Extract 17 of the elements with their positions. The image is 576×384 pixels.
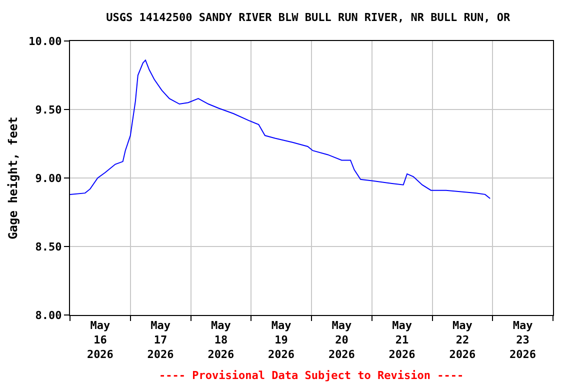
y-tick-label: 9.00 [35,172,62,185]
x-tick-label: May 18 2026 [208,319,235,361]
x-tick-label: May 17 2026 [147,319,174,361]
x-tick-label: May 23 2026 [510,319,536,361]
x-tick-label: May 20 2026 [328,319,356,361]
x-tick-label: May 19 2026 [268,319,295,361]
x-tick-label: May 16 2026 [86,319,114,361]
y-axis-title: Gage height, feet [6,116,20,240]
x-tick-label: May 22 2026 [449,319,476,361]
y-tick-label: 8.50 [35,240,62,254]
y-tick-label: 9.50 [35,103,62,116]
y-tick-label: 10.00 [28,34,62,48]
text: ---- Provisional Data Subject to Revision ---- [159,369,464,382]
line-series [70,60,491,200]
x-tick-label: May 21 2026 [388,319,416,361]
y-tick-label: 8.00 [35,308,62,322]
chart-title: USGS 14142500 SANDY RIVER BLW BULL RUN RIVER, NR BULL RUN, OR [106,11,511,24]
